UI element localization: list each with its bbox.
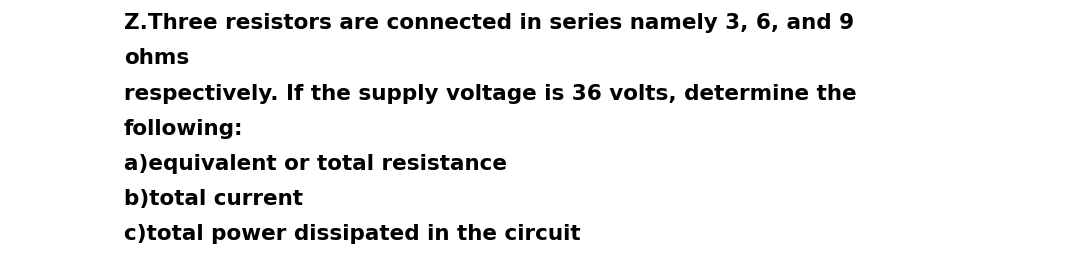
Text: respectively. If the supply voltage is 36 volts, determine the: respectively. If the supply voltage is 3… xyxy=(124,84,857,104)
Text: c)total power dissipated in the circuit: c)total power dissipated in the circuit xyxy=(124,224,581,245)
Text: Z.Three resistors are connected in series namely 3, 6, and 9: Z.Three resistors are connected in serie… xyxy=(124,13,855,33)
Text: ohms: ohms xyxy=(124,48,189,68)
Text: b)total current: b)total current xyxy=(124,189,303,209)
Text: following:: following: xyxy=(124,119,244,139)
Text: a)equivalent or total resistance: a)equivalent or total resistance xyxy=(124,154,507,174)
